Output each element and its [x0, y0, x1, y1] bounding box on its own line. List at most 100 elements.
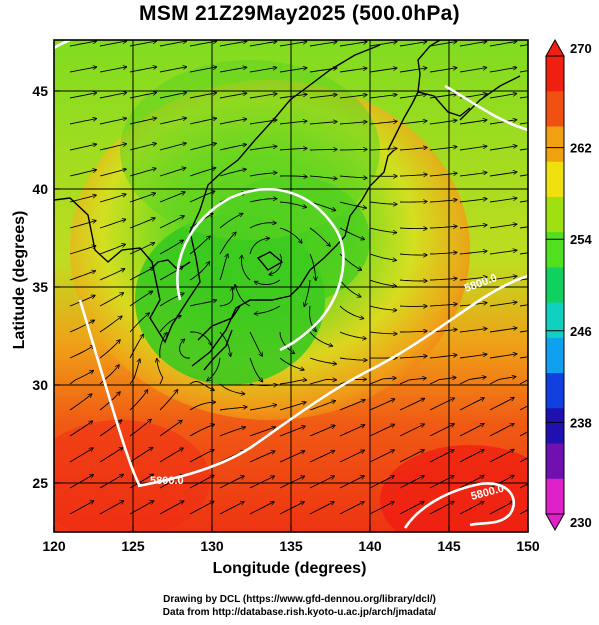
streamline [189, 402, 216, 411]
streamline [254, 279, 281, 285]
x-axis-title: Longitude (degrees) [0, 560, 599, 578]
streamline [69, 421, 93, 437]
streamline [369, 121, 397, 125]
streamline [189, 236, 210, 255]
streamline [459, 354, 487, 359]
streamline [279, 451, 305, 463]
streamline [519, 278, 528, 281]
streamline [519, 226, 528, 229]
streamline [129, 291, 153, 307]
colorbar-swatch [546, 126, 564, 163]
streamline [459, 199, 487, 203]
streamline [459, 68, 487, 73]
streamline [159, 333, 167, 359]
streamline [69, 370, 94, 385]
streamline [339, 227, 365, 240]
streamline [519, 431, 528, 437]
streamline [489, 94, 517, 99]
streamline [429, 252, 457, 254]
streamline [489, 449, 514, 463]
streamline [369, 399, 395, 411]
streamline [219, 383, 245, 394]
y-tick-label: 40 [32, 181, 48, 197]
y-tick-label: 45 [32, 83, 48, 99]
streamline [369, 424, 395, 437]
streamline [159, 192, 185, 203]
streamline [279, 380, 307, 385]
streamline [249, 223, 276, 229]
colorbar-swatch [546, 232, 564, 268]
streamline [489, 250, 517, 255]
streamline [279, 94, 307, 99]
streamline [99, 144, 127, 151]
streamline [459, 450, 484, 463]
streamline [369, 253, 396, 260]
streamline [129, 447, 153, 463]
colorbar-swatch [546, 443, 564, 480]
streamline [219, 502, 244, 515]
streamline [219, 93, 247, 99]
streamline [399, 280, 427, 281]
streamline [129, 41, 157, 47]
streamline [219, 67, 247, 73]
streamline [249, 357, 263, 382]
streamline [99, 340, 120, 359]
streamline [159, 143, 186, 151]
streamline [219, 254, 228, 281]
streamline [309, 201, 336, 211]
streamline [429, 501, 454, 515]
streamline [69, 345, 94, 359]
streamline [309, 425, 335, 437]
streamline [249, 41, 277, 47]
streamline [99, 269, 125, 281]
streamline [279, 201, 307, 207]
y-axis-ticks: 25 30 35 40 45 [32, 83, 60, 491]
streamline [399, 476, 424, 489]
streamline [399, 254, 427, 255]
streamline [309, 357, 337, 364]
streamline [69, 144, 97, 151]
streamline [159, 93, 187, 99]
colorbar: 230 238 246 254 262 270 [545, 38, 592, 532]
streamline [159, 240, 183, 255]
streamline [339, 502, 364, 515]
streamline [399, 356, 427, 358]
streamline [249, 427, 276, 437]
streamline [369, 68, 397, 73]
streamline [69, 501, 94, 515]
streamline [219, 407, 247, 411]
streamline [429, 42, 457, 47]
streamline [69, 170, 97, 177]
temperature-field [54, 40, 528, 532]
streamline [399, 450, 424, 463]
streamline [99, 194, 126, 203]
colorbar-swatch [546, 56, 564, 92]
streamline [129, 93, 157, 99]
streamline [309, 122, 337, 125]
streamline [489, 172, 517, 177]
colorbar-swatch [546, 408, 564, 445]
colorbar-tick-label: 262 [570, 141, 592, 156]
streamline [279, 148, 307, 150]
streamline [309, 451, 335, 463]
streamline [69, 221, 96, 229]
streamline [69, 295, 95, 307]
streamline [309, 502, 334, 515]
streamline [459, 377, 486, 385]
streamline [400, 331, 427, 332]
streamline [459, 424, 484, 437]
streamline [339, 42, 367, 47]
wind-streamlines [69, 41, 528, 515]
streamline [279, 176, 307, 177]
streamline [309, 476, 334, 489]
streamline [249, 502, 274, 515]
streamline [369, 279, 396, 286]
streamline [279, 42, 307, 47]
streamline [159, 67, 187, 73]
contour-5800 [54, 40, 528, 529]
y-axis-title: Latitude (degrees) [11, 210, 28, 350]
streamline [159, 420, 182, 437]
streamline [309, 401, 336, 411]
streamline [489, 276, 517, 281]
streamline [159, 168, 186, 177]
